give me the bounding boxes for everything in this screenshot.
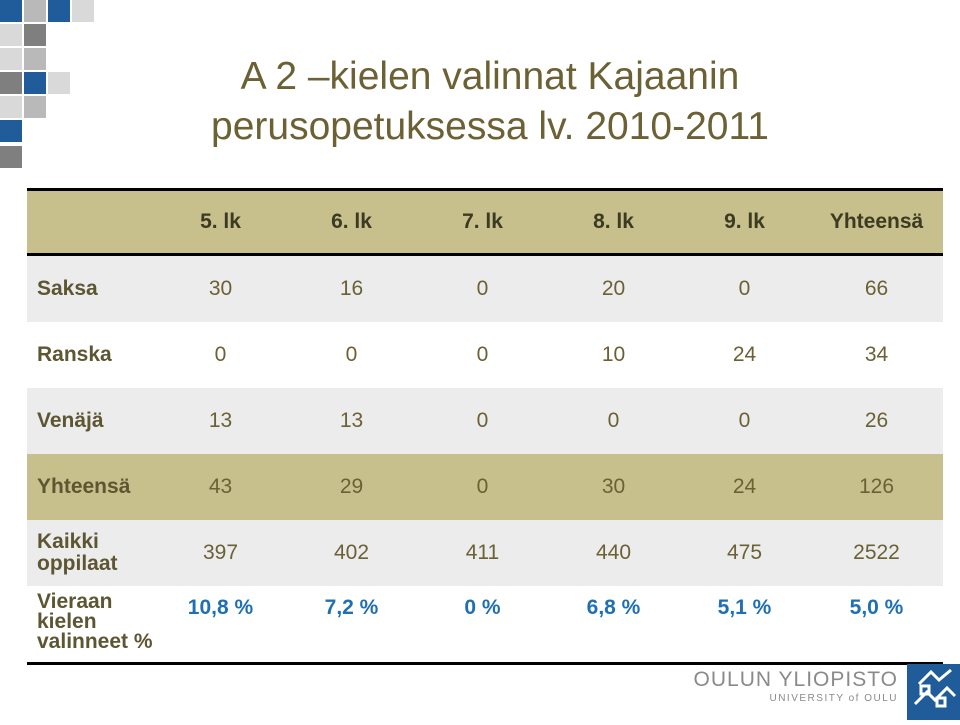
deco-square — [48, 0, 70, 22]
deco-square — [0, 146, 22, 168]
row-label: Yhteensä — [27, 454, 155, 520]
header-cell: 7. lk — [417, 188, 548, 256]
table-row: Venäjä 13 13 0 0 0 26 — [27, 388, 943, 454]
table-row-total: Yhteensä 43 29 0 30 24 126 — [27, 454, 943, 520]
table-cell: 397 — [155, 520, 286, 586]
deco-square — [0, 48, 22, 70]
table-cell: 24 — [679, 454, 810, 520]
table-row: Ranska 0 0 0 10 24 34 — [27, 322, 943, 388]
language-choice-table: 5. lk 6. lk 7. lk 8. lk 9. lk Yhteensä S… — [27, 188, 943, 665]
table-row: Saksa 30 16 0 20 0 66 — [27, 254, 943, 322]
table-row: Kaikki oppilaat 397 402 411 440 475 2522 — [27, 520, 943, 586]
deco-square — [72, 0, 94, 22]
table-cell: 0 — [417, 254, 548, 322]
table-cell: 0 — [417, 322, 548, 388]
deco-square — [0, 72, 22, 94]
table-cell: 13 — [155, 388, 286, 454]
table-cell: 475 — [679, 520, 810, 586]
logo-sub-text: UNIVERSITY of OULU — [769, 693, 898, 704]
table-cell: 29 — [286, 454, 417, 520]
header-cell: 9. lk — [679, 188, 810, 256]
deco-square — [48, 72, 70, 94]
header-cell: 6. lk — [286, 188, 417, 256]
header-cell: Yhteensä — [810, 188, 943, 256]
row-label: Saksa — [27, 254, 155, 322]
deco-square — [0, 24, 22, 46]
table-cell: 43 — [155, 454, 286, 520]
table-cell: 0 — [417, 454, 548, 520]
table-cell: 7,2 % — [286, 586, 417, 665]
university-emblem-icon — [907, 664, 960, 720]
deco-square — [24, 96, 46, 118]
table-cell: 20 — [548, 254, 679, 322]
table-cell: 0 — [286, 322, 417, 388]
title-line-2: perusopetuksessa lv. 2010-2011 — [211, 105, 769, 148]
table-cell: 10 — [548, 322, 679, 388]
deco-square — [24, 48, 46, 70]
logo-main-text: OULUN YLIOPISTO — [693, 668, 898, 691]
table-cell: 13 — [286, 388, 417, 454]
table-cell: 0 — [548, 388, 679, 454]
header-cell: 8. lk — [548, 188, 679, 256]
deco-square — [0, 0, 22, 22]
table-header-row: 5. lk 6. lk 7. lk 8. lk 9. lk Yhteensä — [27, 188, 943, 256]
emblem-graphic — [913, 668, 957, 708]
row-label: Venäjä — [27, 388, 155, 454]
table-cell: 6,8 % — [548, 586, 679, 665]
table-cell: 34 — [810, 322, 943, 388]
table-cell: 0 — [679, 254, 810, 322]
row-label: Vieraan kielen valinneet % — [27, 586, 155, 665]
table-cell: 24 — [679, 322, 810, 388]
deco-square — [24, 72, 46, 94]
table-cell: 30 — [548, 454, 679, 520]
table-cell: 126 — [810, 454, 943, 520]
row-label: Kaikki oppilaat — [27, 520, 155, 586]
university-logo-text: OULUN YLIOPISTO UNIVERSITY of OULU — [694, 668, 898, 706]
table-cell: 5,1 % — [679, 586, 810, 665]
table-cell: 66 — [810, 254, 943, 322]
table-cell: 411 — [417, 520, 548, 586]
deco-square — [0, 120, 22, 142]
table-cell: 30 — [155, 254, 286, 322]
row-label: Ranska — [27, 322, 155, 388]
deco-square — [0, 96, 22, 118]
table-cell: 0 — [679, 388, 810, 454]
header-cell — [27, 188, 155, 256]
deco-square — [24, 0, 46, 22]
table-cell: 0 — [417, 388, 548, 454]
table-cell: 440 — [548, 520, 679, 586]
table-cell: 0 — [155, 322, 286, 388]
table-cell: 16 — [286, 254, 417, 322]
table-row-percent: Vieraan kielen valinneet % 10,8 % 7,2 % … — [27, 586, 943, 665]
table-cell: 10,8 % — [155, 586, 286, 665]
table-cell: 0 % — [417, 586, 548, 665]
table-cell: 5,0 % — [810, 586, 943, 665]
page-title: A 2 –kielen valinnat Kajaanin perusopetu… — [0, 52, 960, 152]
table-cell: 26 — [810, 388, 943, 454]
table-cell: 402 — [286, 520, 417, 586]
deco-square — [24, 24, 46, 46]
title-line-1: A 2 –kielen valinnat Kajaanin — [240, 55, 740, 98]
header-cell: 5. lk — [155, 188, 286, 256]
table-cell: 2522 — [810, 520, 943, 586]
